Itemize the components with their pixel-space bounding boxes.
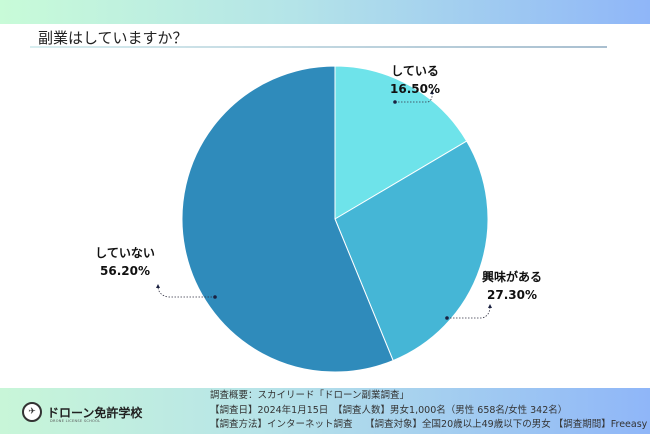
- leader-line-shiteiru: [393, 90, 434, 104]
- chart-title: 副業はしていますか？: [38, 29, 188, 47]
- slice-label-name: していない: [95, 246, 155, 260]
- logo: ✈ ドローン免許学校: [22, 402, 142, 422]
- pie-slice-shiteiru: [334, 65, 468, 220]
- leader-line-kyoumi: [445, 304, 492, 320]
- title-divider: [30, 46, 607, 48]
- survey-info: 調査概要：スカイリード「ドローン副業調査」 【調査日】2024年1月15日 【調…: [210, 389, 647, 433]
- slice-label-name: 興味がある: [481, 270, 543, 284]
- slice-label-shiteinai: していない 56.20%: [95, 244, 155, 280]
- logo-name: ドローン免許学校: [47, 405, 143, 420]
- footer: ✈ ドローン免許学校 DRONE LICENSE SCHOOL 調査概要：スカイ…: [0, 388, 650, 434]
- slice-label-shiteiru: している 16.50%: [390, 62, 440, 98]
- survey-line: 【調査日】2024年1月15日 【調査人数】男女1,000名（男性 658名/女…: [210, 404, 568, 416]
- slice-label-value: 56.20%: [100, 264, 150, 278]
- pie-slice-shiteinai: [181, 65, 394, 373]
- leader-line-shiteinai: [156, 284, 217, 299]
- logo-subtitle: DRONE LICENSE SCHOOL: [50, 419, 101, 423]
- pie-slice-kyoumi: [334, 140, 489, 362]
- slice-label-value: 27.30%: [487, 288, 537, 302]
- top-gradient-band: [0, 0, 650, 24]
- survey-line: 【調査方法】インターネット調査 【調査対象】全国20歳以上49歳以下の男女 【調…: [210, 419, 648, 430]
- slice-label-name: している: [391, 64, 439, 78]
- survey-line: 調査概要：スカイリード「ドローン副業調査」: [210, 390, 410, 401]
- slice-label-kyoumi: 興味がある 27.30%: [482, 268, 542, 304]
- slice-label-value: 16.50%: [390, 82, 440, 96]
- drone-logo-icon: ✈: [22, 402, 42, 422]
